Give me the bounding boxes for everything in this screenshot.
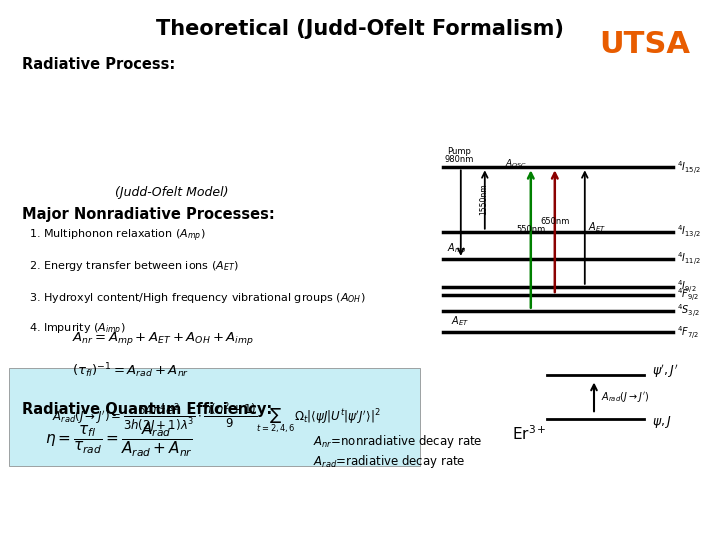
Text: $\psi,J$: $\psi,J$ xyxy=(652,414,672,430)
Text: $A_{OSC}$: $A_{OSC}$ xyxy=(505,157,527,170)
Text: $A_{nr} = A_{mp} + A_{ET} + A_{OH} + A_{imp}$: $A_{nr} = A_{mp} + A_{ET} + A_{OH} + A_{… xyxy=(72,330,254,347)
Text: 1550nm: 1550nm xyxy=(480,184,488,215)
Text: $A_{rad}(J\rightarrow J^{\prime})$: $A_{rad}(J\rightarrow J^{\prime})$ xyxy=(601,390,649,404)
Text: Theoretical (Judd-Ofelt Formalism): Theoretical (Judd-Ofelt Formalism) xyxy=(156,19,564,39)
Text: 980nm: 980nm xyxy=(444,156,474,164)
Text: Er$^{3+}$: Er$^{3+}$ xyxy=(512,424,546,443)
Text: $\eta = \dfrac{\tau_{fl}}{\tau_{rad}} = \dfrac{A_{rad}}{A_{rad} + A_{nr}}$: $\eta = \dfrac{\tau_{fl}}{\tau_{rad}} = … xyxy=(45,421,193,459)
Text: 4. Impurity ($A_{imp}$): 4. Impurity ($A_{imp}$) xyxy=(29,322,125,338)
Text: 550nm: 550nm xyxy=(516,225,546,234)
Text: UTSA: UTSA xyxy=(599,30,690,59)
Text: 650nm: 650nm xyxy=(540,217,570,226)
Text: $\psi',J'$: $\psi',J'$ xyxy=(652,363,678,380)
Text: $^4I_{15/2}$: $^4I_{15/2}$ xyxy=(678,159,701,176)
Text: $^4I_{13/2}$: $^4I_{13/2}$ xyxy=(678,223,701,240)
Text: $(\tau_{fl})^{-1} = A_{rad} + A_{nr}$: $(\tau_{fl})^{-1} = A_{rad} + A_{nr}$ xyxy=(72,362,189,381)
Text: $^4I_{9/2}$: $^4I_{9/2}$ xyxy=(678,278,697,295)
Text: 3. Hydroxyl content/High frequency vibrational groups ($A_{OH}$): 3. Hydroxyl content/High frequency vibra… xyxy=(29,291,365,305)
Text: $^4F_{9/2}$: $^4F_{9/2}$ xyxy=(678,287,700,303)
Text: 1. Multiphonon relaxation ($A_{mp}$): 1. Multiphonon relaxation ($A_{mp}$) xyxy=(29,228,205,244)
Text: (Judd-Ofelt Model): (Judd-Ofelt Model) xyxy=(115,186,229,199)
Text: $A_{ET}$: $A_{ET}$ xyxy=(451,314,469,328)
Text: Major Nonradiative Processes:: Major Nonradiative Processes: xyxy=(22,207,274,222)
FancyBboxPatch shape xyxy=(9,368,420,467)
Text: $^4I_{11/2}$: $^4I_{11/2}$ xyxy=(678,251,701,267)
Text: $A_{ET}$: $A_{ET}$ xyxy=(588,220,606,234)
Text: $^4S_{3/2}$: $^4S_{3/2}$ xyxy=(678,302,700,319)
Text: $A_{nr}$=nonradiative decay rate: $A_{nr}$=nonradiative decay rate xyxy=(313,433,483,450)
Text: Radiative Process:: Radiative Process: xyxy=(22,57,175,72)
Text: Pump: Pump xyxy=(447,147,471,157)
Text: 2. Energy transfer between ions ($A_{ET}$): 2. Energy transfer between ions ($A_{ET}… xyxy=(29,259,238,273)
Text: $A_{rad}(J \rightarrow J^{\prime}) = \dfrac{64\pi^4e^2}{3h(2J+1)\lambda^3}\cdot\: $A_{rad}(J \rightarrow J^{\prime}) = \df… xyxy=(52,401,380,436)
Text: $A_{rad}$=radiative decay rate: $A_{rad}$=radiative decay rate xyxy=(313,453,466,469)
Text: Radiative Quantum Efficiency:: Radiative Quantum Efficiency: xyxy=(22,402,272,417)
Text: $A_{mp}$: $A_{mp}$ xyxy=(447,241,467,256)
Text: $^4F_{7/2}$: $^4F_{7/2}$ xyxy=(678,323,700,341)
